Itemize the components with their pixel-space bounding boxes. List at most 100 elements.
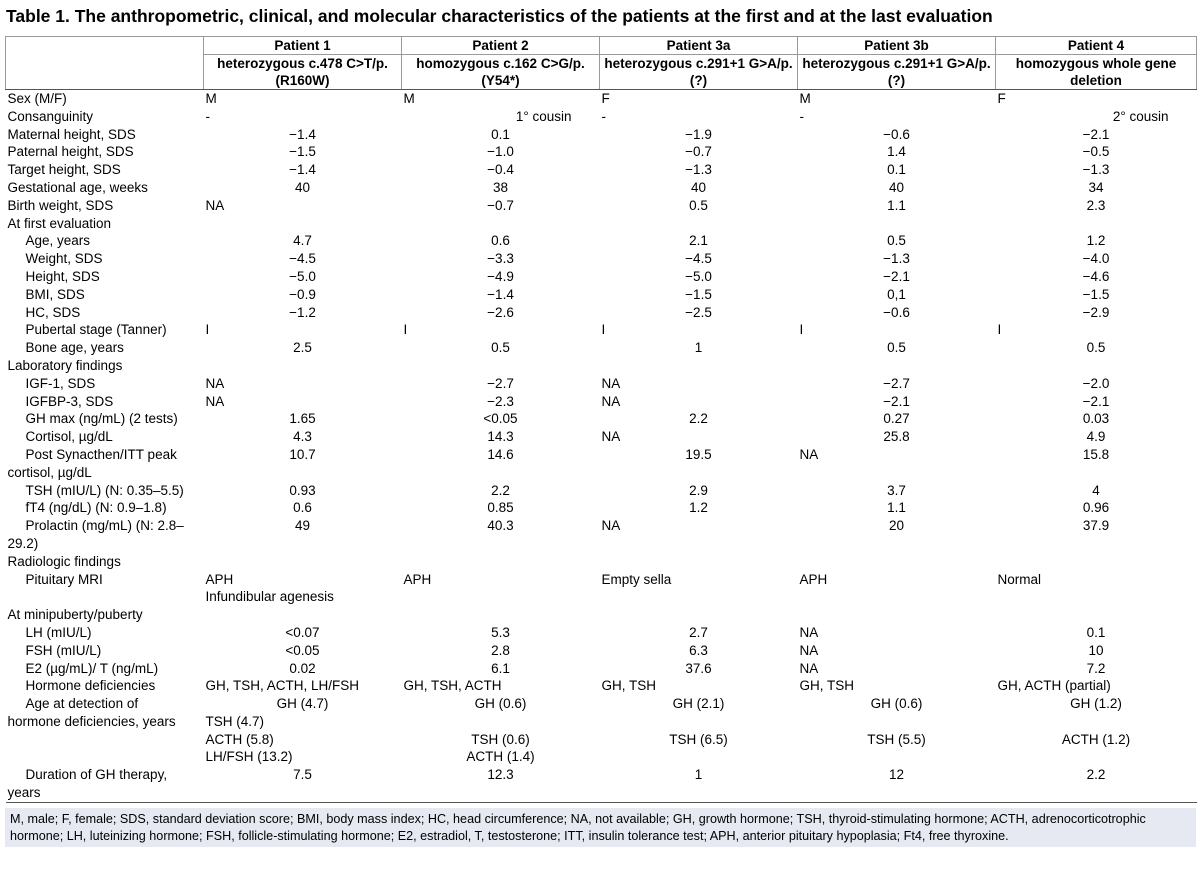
table-cell: 2.9 [689,482,708,498]
table-cell [995,784,1197,803]
header-patient-name: Patient 3a [599,36,798,55]
table-cell [204,464,402,482]
table-cell: I [403,322,408,338]
row-label: HC, SDS [25,304,81,320]
table-cell: GH, ACTH (partial) [997,678,1111,694]
table-cell: 2.8 [491,642,510,658]
table-cell: −0.9 [289,286,316,302]
row-label: cortisol, µg/dL [7,464,92,480]
table-cell: GH (0.6) [870,696,923,712]
table-cell: 1° cousin [515,108,572,124]
table-cell: <0.05 [483,411,518,427]
table-cell: 7.5 [293,767,312,783]
table-row: At first evaluation [6,215,1197,233]
table-cell [600,215,798,233]
table-cell: 0.03 [1082,411,1110,427]
table-cell: −2.1 [1082,126,1110,142]
table-cell: −1.5 [685,286,712,302]
table-cell: 0.1 [1086,624,1106,640]
table-row: Consanguinity - 1° cousin - - 2° cousin [6,108,1197,126]
table-cell: 40 [888,179,905,195]
table-cell: I [799,322,804,338]
table-row: Laboratory findings [6,357,1197,375]
row-label: Sex (M/F) [7,91,67,106]
table-cell: 1 [694,340,703,356]
table-cell: 40.3 [487,518,514,534]
table-cell: GH, TSH [601,678,657,694]
row-label: Duration of GH therapy, [25,767,168,783]
row-label: Paternal height, SDS [7,144,134,160]
table-row: Bone age, years 2.5 0.5 1 0.5 0.5 [6,339,1197,357]
table-cell [402,215,600,233]
table-cell: GH, TSH [799,678,855,694]
table-cell: Normal [997,571,1042,587]
header-genotype: homozygous c.162 C>G/p.(Y54*) [401,54,600,90]
table-cell: GH, TSH, ACTH [403,678,502,694]
row-label: Maternal height, SDS [7,126,136,142]
table-row: fT4 (ng/dL) (N: 0.9–1.8) 0.6 0.85 1.2 1.1 0.9… [6,499,1197,517]
table-row: Paternal height, SDS −1.5 −1.0 −0.7 1.4 −0.5 [6,143,1197,161]
table-cell [204,553,402,571]
table-cell [401,784,600,803]
row-label: At first evaluation [7,215,112,231]
table-cell: −2.1 [1082,393,1110,409]
table-cell: 0.27 [883,411,910,427]
table-cell: APH [799,571,828,587]
table-cell [996,588,1197,606]
table-row: GH max (ng/mL) (2 tests) 1.65 <0.05 2.2 0.27… [6,410,1197,428]
table-cell: 19.5 [685,446,712,462]
table-cell [402,464,600,482]
table-cell: 2.2 [689,411,708,427]
row-label: fT4 (ng/dL) (N: 0.9–1.8) [25,500,167,516]
table-cell: ACTH (1.2) [1061,731,1131,747]
table-cell: NA [799,660,819,676]
table-cell [798,588,996,606]
table-cell: 0.93 [289,482,316,498]
table-cell: −2.9 [1082,304,1110,320]
row-label: hormone deficiencies, years [7,713,176,729]
table-row: Target height, SDS −1.4 −0.4 −1.3 0.1 −1.3 [6,161,1197,179]
table-cell: GH (2.1) [672,696,725,712]
table-cell: 0.5 [887,340,906,356]
table-cell: 2.2 [1086,767,1106,783]
table-cell: I [205,322,210,338]
table-row: IGFBP-3, SDS NA −2.3 NA −2.1 −2.1 [6,393,1197,411]
table-cell: - [601,108,607,124]
table-cell [996,748,1197,766]
table-cell: −5.0 [685,268,712,284]
row-label: Laboratory findings [7,357,123,373]
row-label: 29.2) [7,535,39,551]
table-cell: Empty sella [601,571,672,587]
table-cell: −4.5 [289,251,316,267]
table-cell: 2.3 [1086,197,1106,213]
row-label: Prolactin (mg/mL) (N: 2.8– [25,518,184,534]
table-cell [996,464,1197,482]
table-cell [600,535,798,553]
table-cell: 37.6 [685,660,712,676]
table-cell: 0.1 [491,126,510,142]
table-cell: NA [205,375,225,391]
row-label: Age at detection of [25,696,139,712]
table-row: Duration of GH therapy, 7.5 12.3 1 12 2.2 [6,766,1197,784]
table-row: Infundibular agenesis [6,588,1197,606]
table-row: At minipuberty/puberty [6,606,1197,624]
table-cell: - [205,108,211,124]
table-cell: 0.85 [487,500,514,516]
table-cell: 1.2 [1086,233,1106,249]
table-cell: 0.5 [689,197,708,213]
table-cell: −1.3 [685,162,712,178]
table-cell: 2.1 [689,233,708,249]
table-cell: M [205,91,217,106]
table-cell: 5.3 [491,624,510,640]
header-row-genotypes: heterozygous c.478 C>T/p.(R160W) homozyg… [6,54,1197,90]
table-cell: −2.7 [883,375,910,391]
table-cell: 7.2 [1086,660,1106,676]
table-cell: F [601,91,610,106]
table-cell: NA [799,624,819,640]
header-patient-name: Patient 4 [995,36,1197,55]
table-cell: 0.02 [289,660,316,676]
table-cell [600,553,798,571]
table-cell: −2.1 [883,393,910,409]
table-row: Post Synacthen/ITT peak 10.7 14.6 19.5 NA 15.… [6,446,1197,464]
table-cell: TSH (0.6) [471,731,530,747]
